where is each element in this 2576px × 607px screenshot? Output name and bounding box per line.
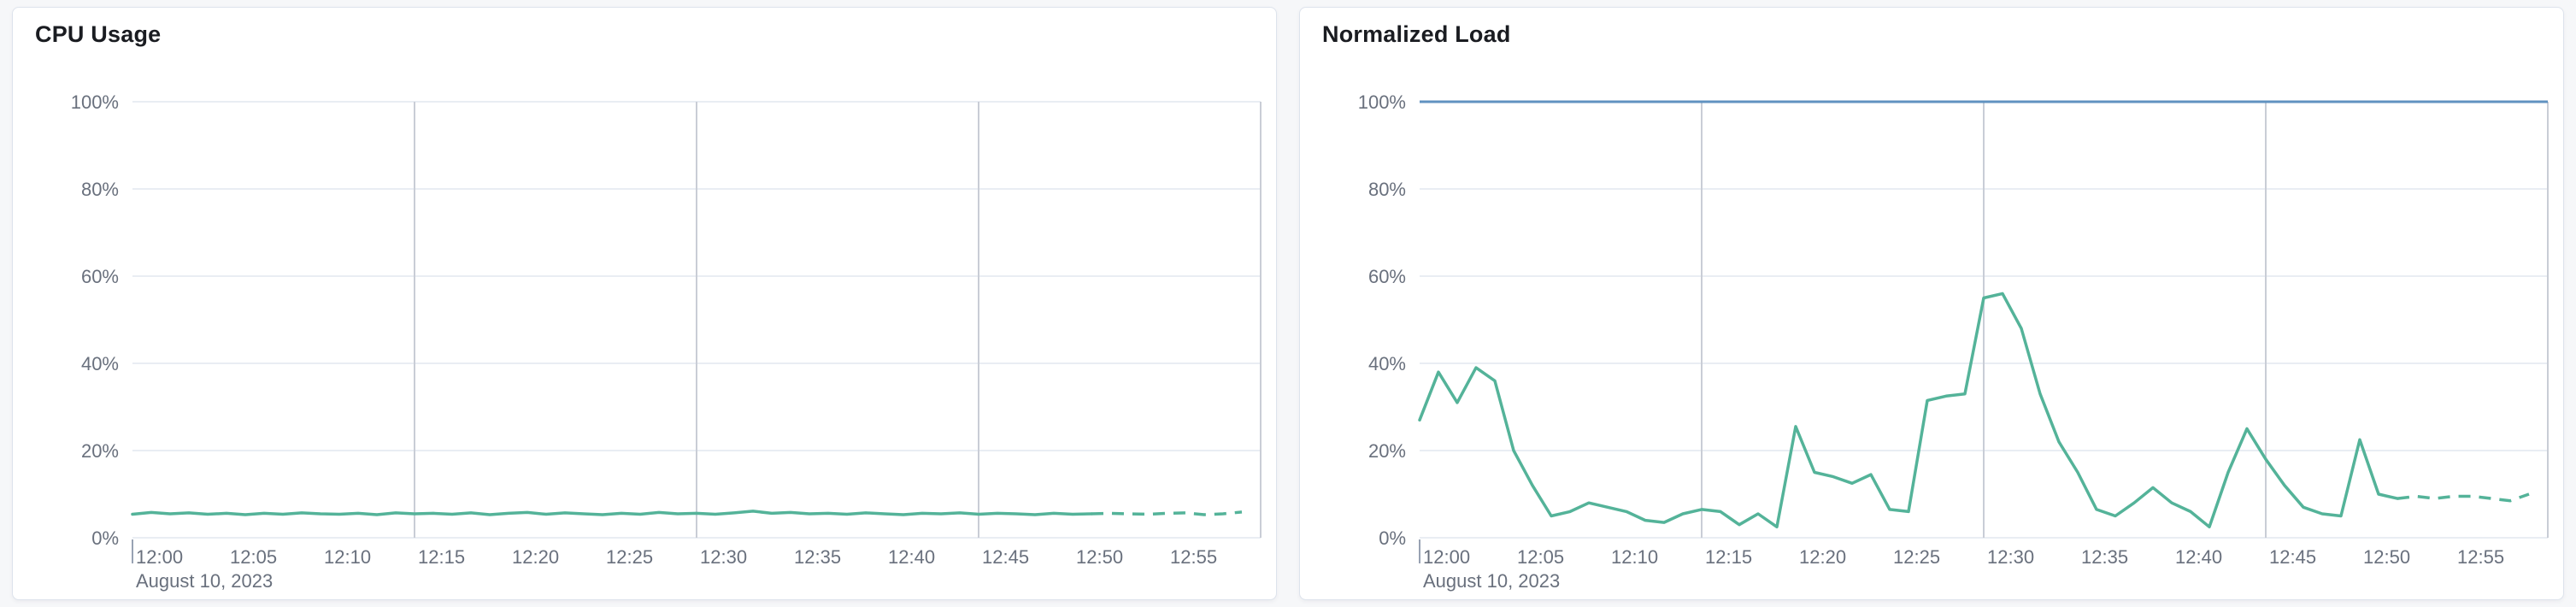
chart-plot-area[interactable]: 0%20%40%60%80%100%12:00 12:05 12:10 12:15 12…: [1300, 50, 2563, 594]
y-tick-label: 100%: [1358, 91, 1406, 113]
x-grid: [1419, 102, 2549, 563]
x-grid: [132, 102, 1262, 563]
x-tick-label: 12:40: [2175, 546, 2222, 568]
y-tick-label: 100%: [71, 91, 119, 113]
chart-plot-area[interactable]: 0%20%40%60%80%100%12:00 12:05 12:10 12:15 12…: [13, 50, 1276, 594]
y-tick-label: 80%: [81, 179, 119, 200]
chart-title: CPU Usage: [35, 21, 162, 47]
x-tick-label: 12:00: [1423, 546, 1470, 568]
x-tick-label: 12:10: [1611, 546, 1658, 568]
x-axis-date-label: August 10, 2023: [1423, 570, 1560, 592]
x-tick-label: 12:50: [2363, 546, 2410, 568]
y-tick-label: 20%: [1368, 440, 1406, 462]
y-tick-label: 60%: [81, 266, 119, 287]
cpu-usage-line-dashed: [1091, 510, 1243, 516]
x-tick-label: 12:55: [2457, 546, 2504, 568]
normalized-load-line-dashed: [2397, 492, 2530, 503]
x-tick-label: 12:45: [2269, 546, 2316, 568]
x-tick-label: 12:05: [1517, 546, 1564, 568]
x-axis-date-label: August 10, 2023: [136, 570, 273, 592]
y-grid-and-labels: 0% 20% 40% 60% 80% 100%: [71, 91, 1261, 549]
x-tick-label: 12:45: [982, 546, 1029, 568]
cpu-usage-line: [131, 510, 1093, 516]
x-axis-labels: 12:00 12:05 12:10 12:15 12:20 12:25 12:30 12:35…: [1423, 546, 2504, 568]
x-tick-label: 12:50: [1076, 546, 1123, 568]
x-tick-label: 12:25: [1893, 546, 1940, 568]
y-tick-label: 40%: [1368, 353, 1406, 374]
y-tick-label: 80%: [1368, 179, 1406, 200]
x-tick-label: 12:15: [1705, 546, 1752, 568]
x-tick-label: 12:30: [1987, 546, 2034, 568]
y-tick-label: 20%: [81, 440, 119, 462]
x-tick-label: 12:00: [136, 546, 183, 568]
x-tick-label: 12:55: [1170, 546, 1217, 568]
y-tick-label: 0%: [91, 527, 119, 549]
normalized-load-chart[interactable]: 0% 20% 40% 60% 80% 100% 12:00 12:05 12:10 12:15 12…: [1300, 50, 2563, 594]
x-tick-label: 12:20: [512, 546, 559, 568]
cpu-usage-chart[interactable]: 0% 20% 40% 60% 80% 100% 12:00 12:05 12:10 12:15 12…: [13, 50, 1276, 594]
x-tick-label: 12:40: [888, 546, 935, 568]
y-tick-label: 0%: [1379, 527, 1406, 549]
y-tick-label: 60%: [1368, 266, 1406, 287]
x-tick-label: 12:10: [324, 546, 371, 568]
x-tick-label: 12:35: [2081, 546, 2128, 568]
y-grid-and-labels: 0% 20% 40% 60% 80% 100%: [1358, 91, 2548, 549]
x-tick-label: 12:30: [700, 546, 747, 568]
x-tick-label: 12:05: [230, 546, 277, 568]
x-tick-label: 12:25: [606, 546, 653, 568]
x-tick-label: 12:20: [1799, 546, 1846, 568]
cpu-usage-chart-card: CPU Usage 0% 20% 40% 60% 80% 100% 12:00 12:05 12…: [12, 7, 1277, 600]
x-tick-label: 12:15: [418, 546, 465, 568]
normalized-load-line: [1418, 292, 2399, 529]
chart-title: Normalized Load: [1322, 21, 1511, 47]
x-axis-labels: 12:00 12:05 12:10 12:15 12:20 12:25 12:30 12:35…: [136, 546, 1217, 568]
y-tick-label: 40%: [81, 353, 119, 374]
x-tick-label: 12:35: [794, 546, 841, 568]
normalized-load-chart-card: Normalized Load 0% 20% 40% 60% 80% 100% 12:00 1…: [1299, 7, 2564, 600]
